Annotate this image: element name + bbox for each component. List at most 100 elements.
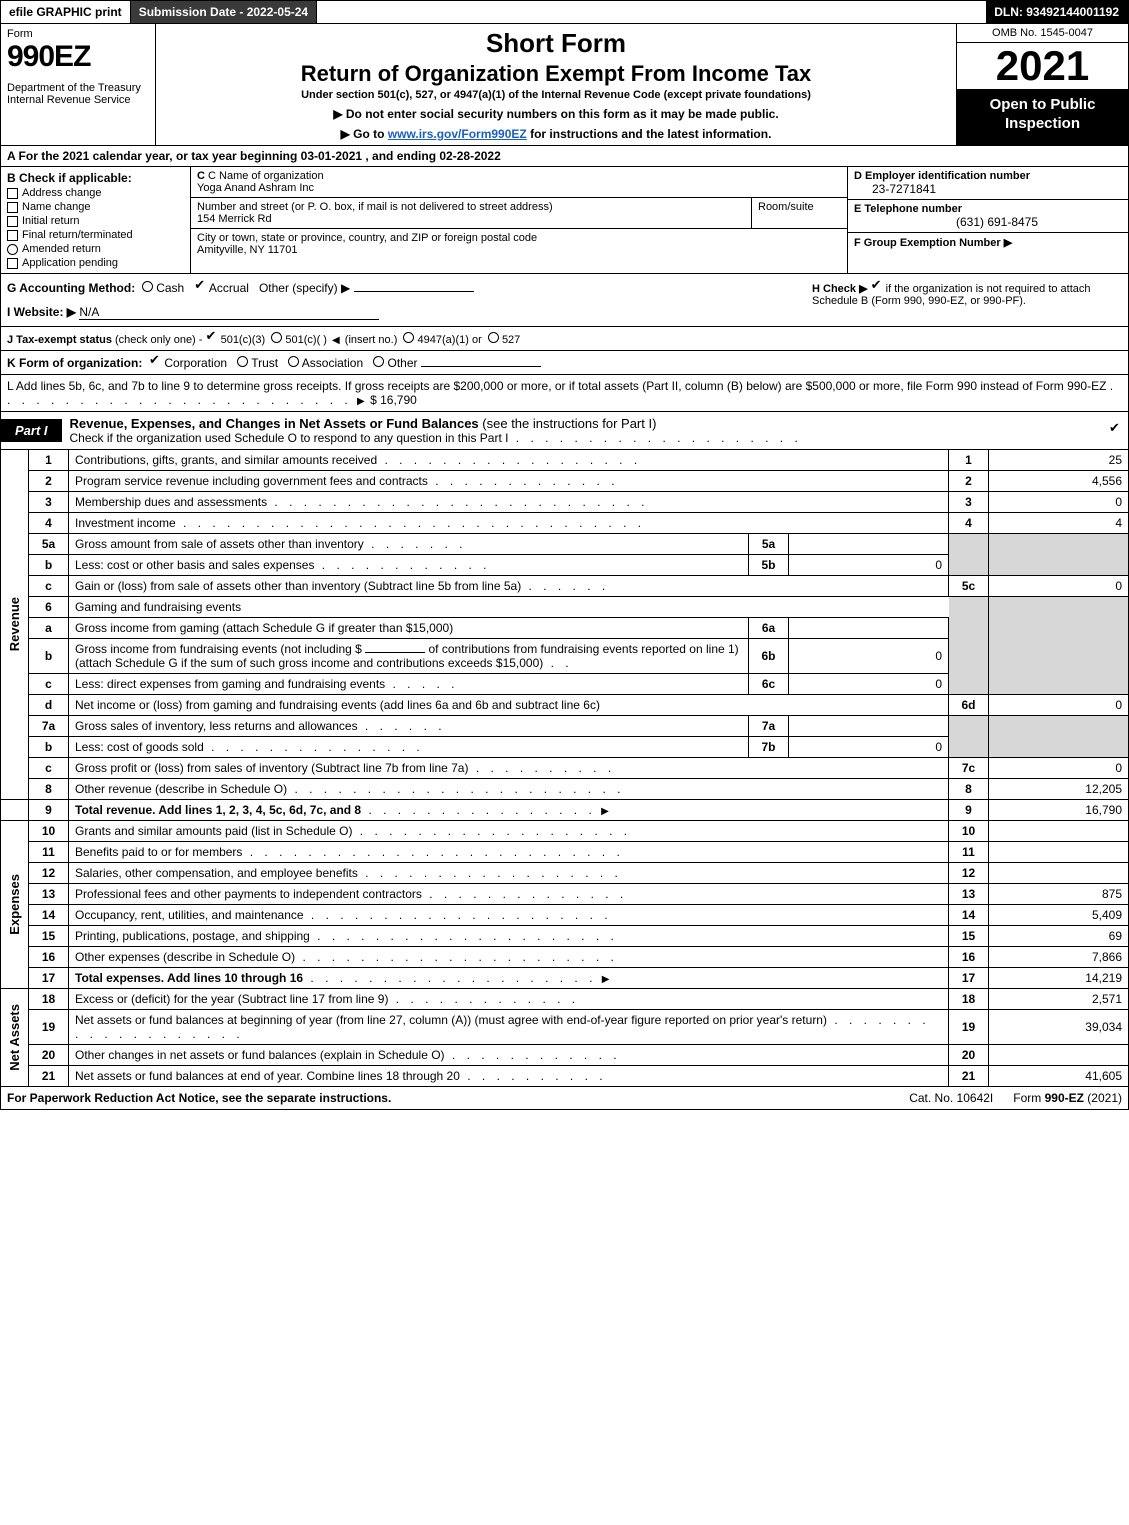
row-l-text: L Add lines 5b, 6c, and 7b to line 9 to …	[7, 379, 1106, 393]
shade-cell	[989, 716, 1129, 758]
radio-assoc[interactable]	[288, 356, 299, 367]
shade-cell	[949, 597, 989, 695]
line-desc: Net assets or fund balances at end of ye…	[69, 1066, 949, 1087]
checkbox-initial-return[interactable]	[7, 216, 18, 227]
top-bar: efile GRAPHIC print Submission Date - 20…	[0, 0, 1129, 24]
other-input[interactable]	[354, 291, 474, 292]
line-desc: Gross income from fundraising events (no…	[69, 639, 749, 674]
line-num: 14	[29, 905, 69, 926]
box-num: 15	[949, 926, 989, 947]
part-1-header: Part I Revenue, Expenses, and Changes in…	[0, 412, 1129, 450]
box-num: 10	[949, 821, 989, 842]
box-val: 69	[989, 926, 1129, 947]
box-val: 875	[989, 884, 1129, 905]
fundraising-amount-input[interactable]	[365, 652, 425, 653]
box-num: 3	[949, 492, 989, 513]
line-desc: Gaming and fundraising events	[69, 597, 949, 618]
line-desc: Total expenses. Add lines 10 through 16 …	[69, 968, 949, 989]
sub-num: 5a	[749, 534, 789, 555]
box-val: 5,409	[989, 905, 1129, 926]
row-h: H Check ▶ if the organization is not req…	[812, 280, 1122, 320]
checkbox-name-change[interactable]	[7, 202, 18, 213]
other-org-input[interactable]	[421, 366, 541, 367]
line-num: b	[29, 639, 69, 674]
chk-label: Name change	[22, 201, 91, 213]
submission-date-button[interactable]: Submission Date - 2022-05-24	[131, 1, 317, 23]
header-left: Form 990EZ Department of the Treasury In…	[1, 24, 156, 145]
arrow-left-icon	[330, 334, 342, 346]
h-pre: H Check ▶	[812, 283, 868, 295]
radio-cash[interactable]	[142, 281, 153, 292]
irs-link[interactable]: www.irs.gov/Form990EZ	[388, 127, 527, 141]
box-num: 2	[949, 471, 989, 492]
irs-link-line: ▶ Go to www.irs.gov/Form990EZ for instru…	[341, 127, 772, 141]
line-num: a	[29, 618, 69, 639]
checkbox-application-pending[interactable]	[7, 258, 18, 269]
box-num: 18	[949, 989, 989, 1010]
box-val: 16,790	[989, 800, 1129, 821]
row-a-tax-year: A For the 2021 calendar year, or tax yea…	[0, 146, 1129, 167]
box-val: 0	[989, 492, 1129, 513]
opt-other: Other	[388, 356, 418, 370]
check-501c3-icon	[206, 331, 218, 343]
row-k: K Form of organization: Corporation Trus…	[0, 351, 1129, 375]
box-num: 14	[949, 905, 989, 926]
line-desc: Occupancy, rent, utilities, and maintena…	[69, 905, 949, 926]
phone-value: (631) 691-8475	[854, 215, 1122, 229]
section-b-header: B Check if applicable:	[7, 171, 184, 185]
efile-label: efile GRAPHIC print	[1, 1, 131, 23]
radio-amended-return[interactable]	[7, 244, 18, 255]
line-desc: Less: cost or other basis and sales expe…	[69, 555, 749, 576]
line-desc: Gain or (loss) from sale of assets other…	[69, 576, 949, 597]
tax-year: 2021	[957, 43, 1128, 90]
radio-527[interactable]	[488, 332, 499, 343]
block-b-c-def: B Check if applicable: Address change Na…	[0, 167, 1129, 274]
radio-trust[interactable]	[237, 356, 248, 367]
sub-val	[789, 716, 949, 737]
website-value: N/A	[79, 305, 379, 320]
checkbox-final-return[interactable]	[7, 230, 18, 241]
box-val: 4,556	[989, 471, 1129, 492]
arrow-right-icon	[355, 393, 367, 407]
line-num: 6	[29, 597, 69, 618]
box-val: 25	[989, 450, 1129, 471]
sub-val	[789, 618, 949, 639]
header-center: Short Form Return of Organization Exempt…	[156, 24, 956, 145]
side-netassets: Net Assets	[7, 1004, 22, 1071]
line-desc: Other changes in net assets or fund bala…	[69, 1045, 949, 1066]
omb-number: OMB No. 1545-0047	[957, 24, 1128, 43]
radio-501c[interactable]	[271, 332, 282, 343]
line-num: 3	[29, 492, 69, 513]
shade-cell	[989, 597, 1129, 695]
box-val: 14,219	[989, 968, 1129, 989]
checkbox-address-change[interactable]	[7, 188, 18, 199]
radio-other-org[interactable]	[373, 356, 384, 367]
line-desc: Professional fees and other payments to …	[69, 884, 949, 905]
box-num: 12	[949, 863, 989, 884]
part-1-title: Revenue, Expenses, and Changes in Net As…	[62, 412, 1102, 449]
footer-left: For Paperwork Reduction Act Notice, see …	[7, 1091, 889, 1105]
line-desc: Membership dues and assessments . . . . …	[69, 492, 949, 513]
ssn-warning: ▶ Do not enter social security numbers o…	[333, 107, 778, 121]
line-num: 4	[29, 513, 69, 534]
row-l: L Add lines 5b, 6c, and 7b to line 9 to …	[0, 375, 1129, 412]
short-form-title: Short Form	[486, 28, 626, 59]
line-desc: Other expenses (describe in Schedule O) …	[69, 947, 949, 968]
line-num: 1	[29, 450, 69, 471]
opt-corp: Corporation	[164, 356, 227, 370]
box-val	[989, 1045, 1129, 1066]
row-j: J Tax-exempt status (check only one) - 5…	[0, 327, 1129, 351]
check-schedule-o-icon	[1109, 423, 1121, 435]
line-num: d	[29, 695, 69, 716]
opt-assoc: Association	[302, 356, 363, 370]
sub-num: 6a	[749, 618, 789, 639]
main-title: Return of Organization Exempt From Incom…	[301, 61, 812, 87]
radio-4947[interactable]	[403, 332, 414, 343]
line-desc: Gross income from gaming (attach Schedul…	[69, 618, 749, 639]
box-num: 9	[949, 800, 989, 821]
box-val: 0	[989, 758, 1129, 779]
addr-label: Number and street (or P. O. box, if mail…	[197, 201, 745, 213]
page-footer: For Paperwork Reduction Act Notice, see …	[0, 1087, 1129, 1110]
line-num: 18	[29, 989, 69, 1010]
sub-val: 0	[789, 674, 949, 695]
